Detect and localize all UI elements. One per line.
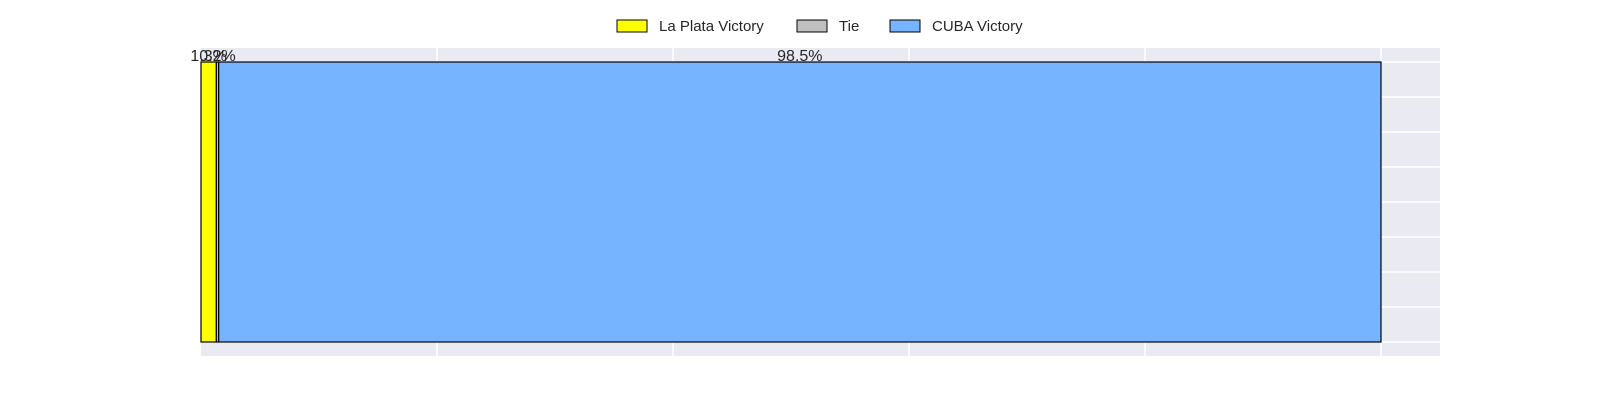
data-labels: 1.3%0.2% 98.5% [190,48,822,65]
legend-label-cuba-victory: CUBA Victory [932,18,1023,35]
data-label-cuba-victory: 98.5% [777,48,822,65]
legend-swatch-cuba-victory [889,19,921,33]
legend-swatch-tie [796,19,828,33]
legend-label-la-plata-victory: La Plata Victory [659,18,764,35]
data-label-tie: 0.2% [199,48,235,65]
bar-la-plata-victory [200,61,217,343]
legend-swatch-la-plata-victory [616,19,648,33]
legend-label-tie: Tie [839,18,859,35]
data-label-la-plata-victory: 1.3% [190,48,226,65]
bar-cuba-victory [218,61,1382,343]
legend: La Plata Victory Tie CUBA Victory [616,18,1023,35]
bars [200,61,1382,343]
